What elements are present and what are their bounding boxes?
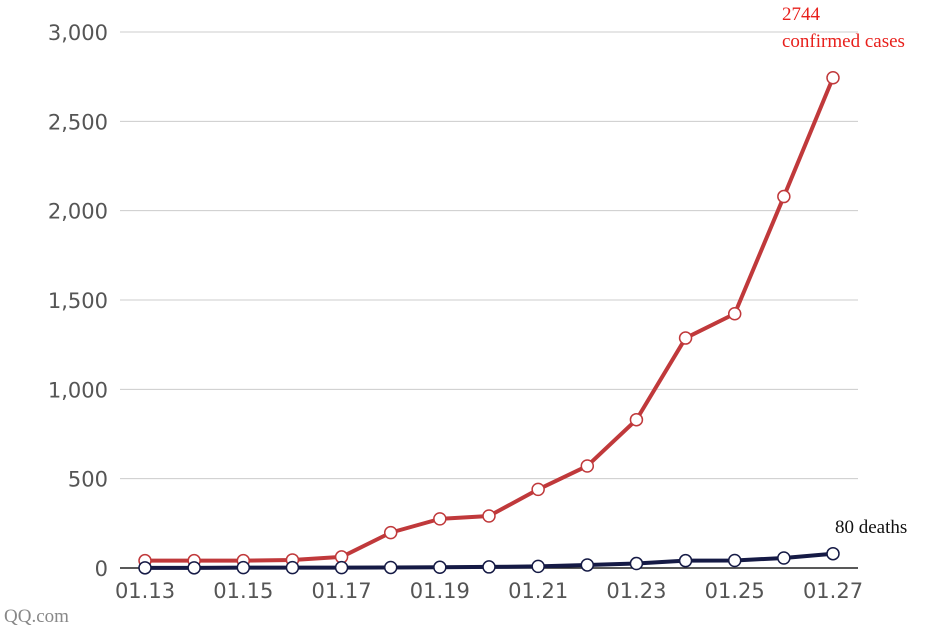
y-tick-label: 500	[68, 468, 108, 492]
point	[482, 509, 496, 523]
x-tick-label: 01.13	[115, 579, 175, 603]
point	[629, 556, 644, 571]
point	[433, 560, 447, 575]
x-tick-label: 01.23	[606, 579, 666, 603]
y-tick-label: 1,000	[48, 378, 108, 402]
point	[678, 331, 693, 345]
point	[433, 512, 447, 526]
point	[678, 553, 693, 568]
y-tick-label: 2,500	[48, 110, 108, 134]
y-tick-label: 3,000	[48, 21, 108, 45]
point	[629, 412, 644, 427]
point	[187, 561, 201, 575]
point	[236, 560, 251, 575]
point	[580, 459, 595, 473]
y-tick-label: 0	[95, 557, 108, 581]
point	[580, 558, 595, 572]
point	[777, 189, 791, 204]
annotation: confirmed cases	[782, 31, 905, 52]
x-tick-label: 01.25	[705, 579, 765, 603]
annotation: 2744	[782, 4, 821, 25]
series-line	[145, 76, 835, 563]
point	[482, 560, 496, 574]
point	[826, 70, 840, 85]
x-tick-label: 01.21	[508, 579, 568, 603]
x-tick-label: 01.27	[803, 579, 863, 603]
point	[727, 307, 742, 321]
point	[383, 525, 398, 540]
point	[727, 553, 742, 568]
y-tick-label: 1,500	[48, 289, 108, 313]
point	[531, 482, 545, 497]
point	[531, 559, 545, 574]
point	[138, 561, 152, 575]
point	[383, 560, 398, 575]
source: QQ.com	[4, 606, 69, 627]
point	[777, 551, 791, 565]
point	[826, 546, 840, 561]
point	[334, 560, 349, 575]
y-tick-label: 2,000	[48, 200, 108, 224]
x-tick-label: 01.15	[213, 579, 273, 603]
x-tick-label: 01.17	[312, 579, 372, 603]
annotation: 80 deaths	[835, 517, 907, 538]
x-tick-label: 01.19	[410, 579, 470, 603]
point	[285, 560, 300, 575]
